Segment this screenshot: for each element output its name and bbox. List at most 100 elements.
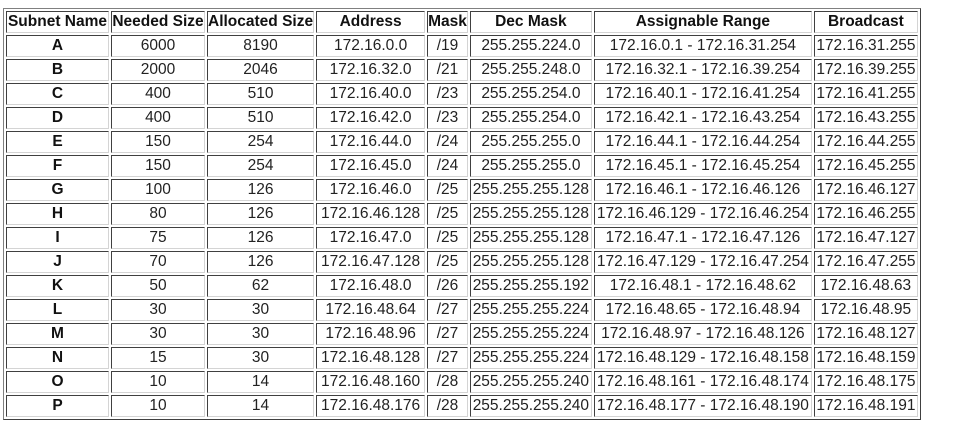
table-body: A 6000 8190 172.16.0.0/19 255.255.224.0 172.1… [6, 35, 918, 417]
cell-assignable-range: 172.16.32.1 - 172.16.39.254 [593, 59, 812, 81]
cell-mask: /24 [427, 155, 468, 177]
cell-dec-mask: 255.255.255.128 [469, 179, 592, 201]
cell-assignable-range: 172.16.42.1 - 172.16.43.254 [593, 107, 812, 129]
subnet-table-container: Subnet Name Needed Size Allocated Size Addr… [3, 8, 921, 420]
cell-subnet-name: O [6, 371, 109, 393]
cell-needed-size: 70 [111, 251, 205, 273]
subnet-allocation-table: Subnet Name Needed Size Allocated Size Addr… [3, 8, 921, 420]
table-row: K 50 62 172.16.48.0/26 255.255.255.192 172.16… [6, 275, 918, 297]
cell-assignable-range: 172.16.47.1 - 172.16.47.126 [593, 227, 812, 249]
table-row: D 400 510 172.16.42.0/23 255.255.254.0 172.16… [6, 107, 918, 129]
cell-broadcast: 172.16.47.127 [813, 227, 918, 249]
cell-needed-size: 150 [111, 131, 205, 153]
cell-mask: /28 [427, 371, 468, 393]
cell-address: 172.16.47.0 [316, 227, 426, 249]
cell-allocated-size: 510 [207, 83, 315, 105]
cell-allocated-size: 62 [207, 275, 315, 297]
cell-allocated-size: 126 [207, 203, 315, 225]
column-header-allocated-size: Allocated Size [207, 11, 315, 33]
cell-dec-mask: 255.255.254.0 [469, 107, 592, 129]
cell-allocated-size: 8190 [207, 35, 315, 57]
column-header-subnet-name: Subnet Name [6, 11, 109, 33]
cell-allocated-size: 254 [207, 131, 315, 153]
table-header: Subnet Name Needed Size Allocated Size Addr… [6, 11, 918, 33]
cell-mask: /27 [427, 347, 468, 369]
table-row: C 400 510 172.16.40.0/23 255.255.254.0 172.16… [6, 83, 918, 105]
cell-subnet-name: P [6, 395, 109, 417]
table-row: J 70 126 172.16.47.128/25 255.255.255.128 172… [6, 251, 918, 273]
cell-mask: /25 [427, 203, 468, 225]
cell-broadcast: 172.16.46.255 [813, 203, 918, 225]
cell-mask: /24 [427, 131, 468, 153]
cell-address: 172.16.46.0 [316, 179, 426, 201]
cell-needed-size: 80 [111, 203, 205, 225]
cell-address: 172.16.0.0 [316, 35, 426, 57]
cell-address: 172.16.48.64 [316, 299, 426, 321]
cell-address: 172.16.46.128 [316, 203, 426, 225]
cell-mask: /26 [427, 275, 468, 297]
cell-allocated-size: 14 [207, 395, 315, 417]
cell-address: 172.16.48.160 [316, 371, 426, 393]
table-row: O 10 14 172.16.48.160/28 255.255.255.240 172.… [6, 371, 918, 393]
cell-dec-mask: 255.255.255.224 [469, 347, 592, 369]
cell-assignable-range: 172.16.44.1 - 172.16.44.254 [593, 131, 812, 153]
cell-allocated-size: 254 [207, 155, 315, 177]
cell-subnet-name: N [6, 347, 109, 369]
cell-assignable-range: 172.16.47.129 - 172.16.47.254 [593, 251, 812, 273]
table-row: P 10 14 172.16.48.176/28 255.255.255.240 172.… [6, 395, 918, 417]
cell-subnet-name: M [6, 323, 109, 345]
cell-dec-mask: 255.255.255.128 [469, 251, 592, 273]
cell-dec-mask: 255.255.255.128 [469, 203, 592, 225]
cell-broadcast: 172.16.48.159 [813, 347, 918, 369]
cell-allocated-size: 2046 [207, 59, 315, 81]
table-row: A 6000 8190 172.16.0.0/19 255.255.224.0 172.1… [6, 35, 918, 57]
cell-assignable-range: 172.16.0.1 - 172.16.31.254 [593, 35, 812, 57]
cell-mask: /23 [427, 107, 468, 129]
cell-mask: /21 [427, 59, 468, 81]
cell-allocated-size: 510 [207, 107, 315, 129]
cell-address: 172.16.48.0 [316, 275, 426, 297]
cell-dec-mask: 255.255.255.128 [469, 227, 592, 249]
cell-broadcast: 172.16.43.255 [813, 107, 918, 129]
table-row: L 30 30 172.16.48.64/27 255.255.255.224 172.1… [6, 299, 918, 321]
cell-address: 172.16.42.0 [316, 107, 426, 129]
column-header-address: Address [316, 11, 426, 33]
cell-broadcast: 172.16.41.255 [813, 83, 918, 105]
cell-needed-size: 10 [111, 395, 205, 417]
table-row: G 100 126 172.16.46.0/25 255.255.255.128 172.… [6, 179, 918, 201]
cell-allocated-size: 30 [207, 323, 315, 345]
cell-mask: /27 [427, 299, 468, 321]
cell-subnet-name: A [6, 35, 109, 57]
column-header-mask: Mask [427, 11, 468, 33]
cell-broadcast: 172.16.39.255 [813, 59, 918, 81]
cell-assignable-range: 172.16.48.177 - 172.16.48.190 [593, 395, 812, 417]
cell-needed-size: 100 [111, 179, 205, 201]
cell-mask: /23 [427, 83, 468, 105]
cell-dec-mask: 255.255.255.192 [469, 275, 592, 297]
cell-allocated-size: 126 [207, 179, 315, 201]
cell-address: 172.16.48.128 [316, 347, 426, 369]
cell-mask: /28 [427, 395, 468, 417]
cell-needed-size: 150 [111, 155, 205, 177]
cell-dec-mask: 255.255.255.0 [469, 155, 592, 177]
cell-address: 172.16.45.0 [316, 155, 426, 177]
column-header-dec-mask: Dec Mask [469, 11, 592, 33]
cell-address: 172.16.32.0 [316, 59, 426, 81]
cell-broadcast: 172.16.48.191 [813, 395, 918, 417]
cell-subnet-name: F [6, 155, 109, 177]
column-header-broadcast: Broadcast [813, 11, 918, 33]
table-row: N 15 30 172.16.48.128/27 255.255.255.224 172.… [6, 347, 918, 369]
cell-broadcast: 172.16.46.127 [813, 179, 918, 201]
cell-broadcast: 172.16.47.255 [813, 251, 918, 273]
cell-needed-size: 75 [111, 227, 205, 249]
cell-assignable-range: 172.16.46.1 - 172.16.46.126 [593, 179, 812, 201]
cell-dec-mask: 255.255.255.224 [469, 299, 592, 321]
header-row: Subnet Name Needed Size Allocated Size Addr… [6, 11, 918, 33]
cell-assignable-range: 172.16.40.1 - 172.16.41.254 [593, 83, 812, 105]
cell-address: 172.16.44.0 [316, 131, 426, 153]
table-row: E 150 254 172.16.44.0/24 255.255.255.0 172.16… [6, 131, 918, 153]
cell-needed-size: 30 [111, 323, 205, 345]
cell-dec-mask: 255.255.255.240 [469, 395, 592, 417]
cell-assignable-range: 172.16.45.1 - 172.16.45.254 [593, 155, 812, 177]
cell-mask: /25 [427, 227, 468, 249]
